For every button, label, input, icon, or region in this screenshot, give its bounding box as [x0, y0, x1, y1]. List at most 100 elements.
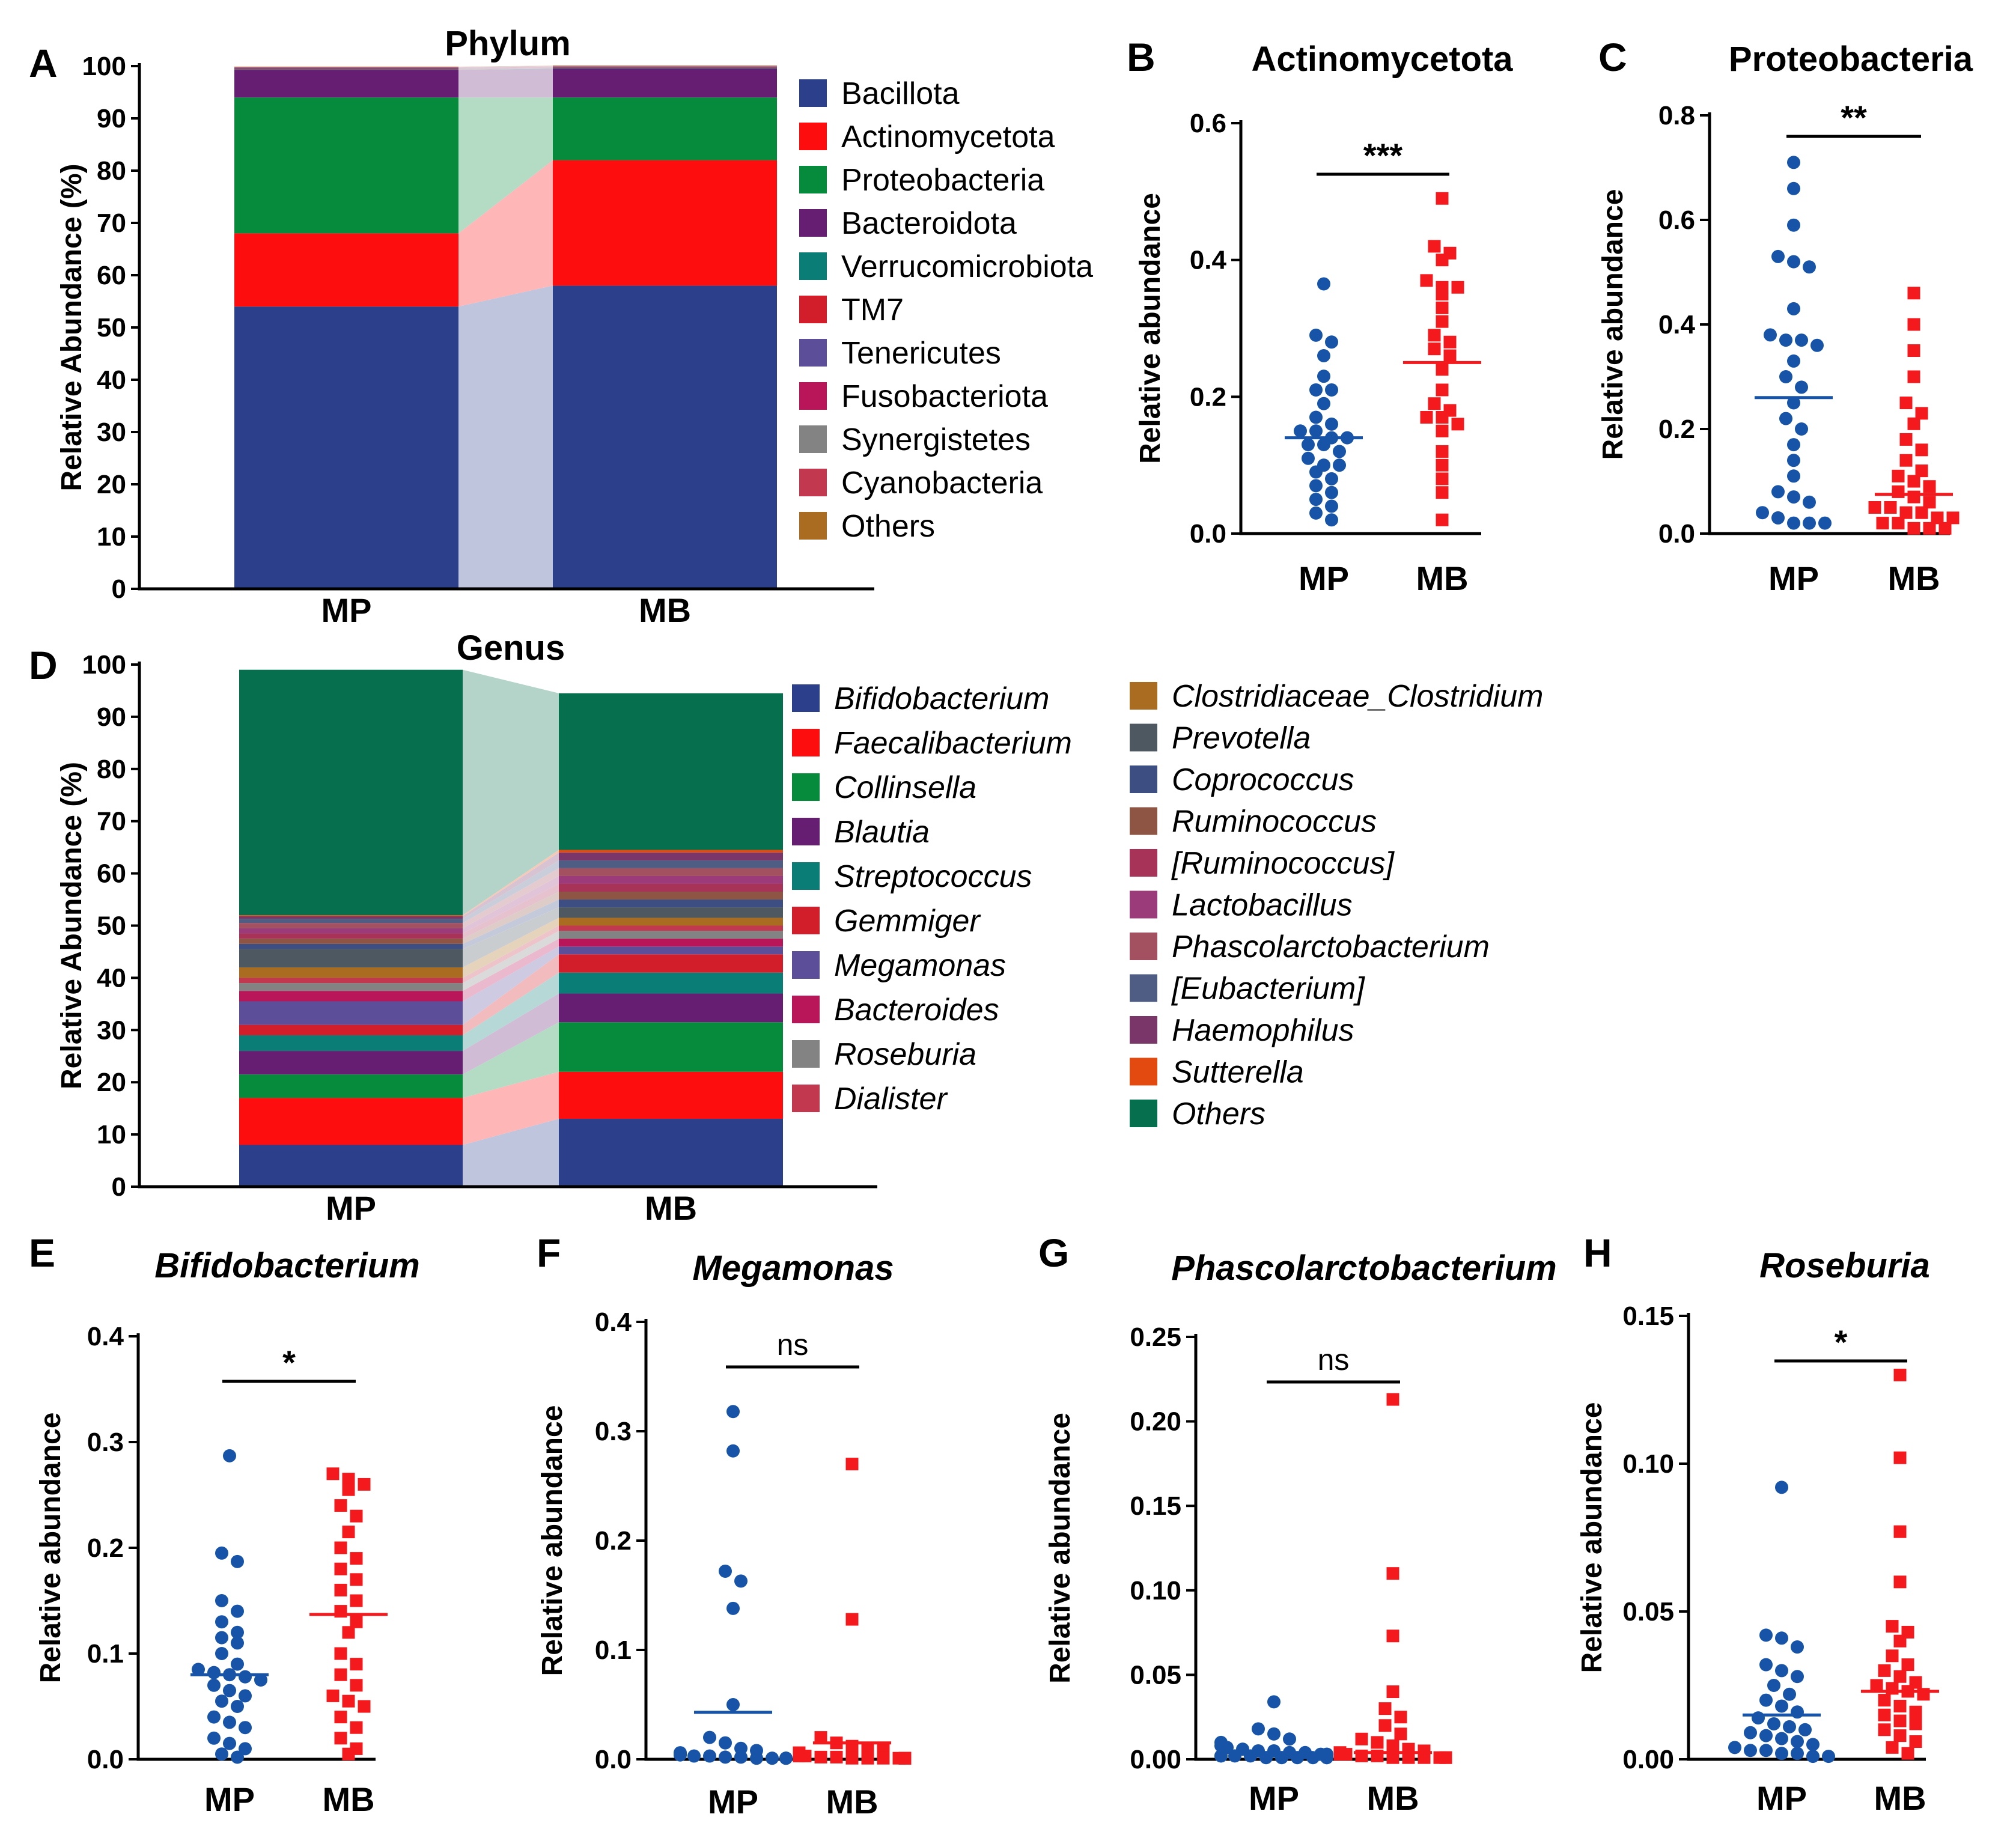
- y-tick-label: 0.05: [1130, 1660, 1181, 1690]
- point-mb: [1901, 1747, 1914, 1760]
- point-mb: [1428, 397, 1441, 410]
- point-mp: [734, 1750, 748, 1764]
- point-mp: [1325, 485, 1338, 499]
- significance-label: ns: [1318, 1343, 1350, 1377]
- point-mb: [342, 1747, 355, 1761]
- point-mb: [334, 1732, 347, 1745]
- segment-mp-blautia: [239, 1051, 463, 1075]
- legend-swatch-phascolarctobacterium: [1130, 933, 1157, 960]
- x-tick-mb: MB: [826, 1783, 878, 1821]
- y-tick-label: 80: [97, 755, 126, 784]
- point-mb: [1451, 418, 1464, 431]
- x-tick-mb: MB: [1887, 559, 1940, 597]
- segment-mp-eubacterium: [239, 919, 463, 924]
- point-mp: [1317, 397, 1330, 410]
- y-tick-label: 40: [97, 365, 126, 395]
- point-mp: [1317, 438, 1330, 452]
- point-mp: [726, 1698, 740, 1711]
- point-mb: [1878, 1664, 1891, 1677]
- legend-swatch-bacteroidota: [799, 209, 827, 237]
- point-mp: [1759, 1628, 1773, 1642]
- segment-mp-verrucomicrobiota: [234, 69, 458, 70]
- segment-mp-synergistetes: [234, 67, 458, 68]
- point-mp: [207, 1666, 221, 1679]
- connector-faecalibacterium: [463, 1071, 559, 1145]
- point-mp: [1306, 1751, 1320, 1765]
- point-mp: [215, 1647, 228, 1660]
- legend-swatch-sutterella: [1130, 1058, 1157, 1086]
- legend: Bacillota Actinomycetota Proteobacteria Bac…: [799, 76, 1093, 544]
- point-mb: [1907, 287, 1920, 300]
- point-mb: [1923, 496, 1936, 509]
- point-mb: [1386, 1685, 1399, 1699]
- point-mp: [1775, 1747, 1788, 1761]
- point-mp: [1787, 181, 1800, 195]
- point-mp: [1775, 1699, 1788, 1713]
- point-mp: [1267, 1727, 1281, 1741]
- panel-g: G 0.00 0.05 0.10 0.15 0.20 0.25 Relative abunda…: [1038, 1231, 1557, 1817]
- point-mb: [1909, 1717, 1922, 1730]
- point-mb: [1436, 192, 1449, 205]
- legend-label-blautia: Blautia: [834, 815, 930, 850]
- point-mp: [1775, 1631, 1788, 1645]
- legend-swatch-bacillota: [799, 79, 827, 107]
- legend-swatch-clostridiaceae-clostridium: [1130, 682, 1157, 710]
- panel-label-f: F: [537, 1231, 561, 1275]
- group-mb: [793, 1458, 912, 1765]
- point-mp: [231, 1700, 244, 1713]
- point-mp: [1325, 383, 1338, 397]
- point-mb: [334, 1562, 347, 1575]
- segment-mb-actinomycetota: [553, 160, 777, 286]
- point-mp: [1756, 506, 1769, 520]
- point-mp: [1775, 1664, 1788, 1678]
- legend-label-megamonas: Megamonas: [834, 948, 1006, 983]
- point-mb: [1436, 513, 1449, 526]
- point-mp: [223, 1449, 236, 1462]
- point-mp: [779, 1751, 793, 1765]
- segment-mp-streptococcus: [239, 1035, 463, 1051]
- panel-h: H 0.00 0.05 0.10 0.15 Relative abundance Roseb…: [1576, 1231, 1939, 1817]
- point-mp: [766, 1751, 779, 1765]
- panel-label-d: D: [29, 643, 58, 687]
- connector-prevotella: [463, 907, 559, 968]
- legend-label-actinomycetota: Actinomycetota: [841, 120, 1055, 154]
- connector-ruminococcus: [463, 892, 559, 944]
- group-mb: [1333, 1393, 1452, 1764]
- point-mb: [1339, 1748, 1353, 1761]
- point-mp: [1267, 1695, 1281, 1709]
- y-tick-label: 0.00: [1622, 1745, 1674, 1774]
- segment-mb-proteobacteria: [553, 97, 777, 160]
- group-mp: [1755, 156, 1833, 530]
- point-mb: [1907, 370, 1920, 383]
- x-tick-mb: MB: [639, 591, 691, 629]
- point-mp: [1803, 516, 1816, 530]
- point-mb: [1428, 342, 1441, 356]
- y-axis-label: Relative abundance: [1576, 1402, 1608, 1673]
- point-mp: [1309, 424, 1323, 438]
- point-mp: [1771, 511, 1785, 525]
- point-mb: [1876, 517, 1889, 530]
- segment-mp-dialister: [239, 978, 463, 984]
- point-mb: [898, 1751, 912, 1765]
- connector-proteobacteria: [458, 97, 553, 234]
- bar-mb: [559, 693, 783, 1187]
- legend-label-proteobacteria: Proteobacteria: [841, 163, 1044, 198]
- segment-mb-phascolarctobacterium: [559, 868, 783, 876]
- point-mb: [1946, 511, 1960, 525]
- point-mb: [334, 1711, 347, 1724]
- point-mb: [1899, 397, 1913, 409]
- y-tick-label: 0.10: [1130, 1576, 1181, 1605]
- point-mb: [1907, 522, 1920, 535]
- segment-mp-haemophilus: [239, 916, 463, 919]
- point-mp: [1795, 333, 1808, 347]
- y-tick-label: 60: [97, 261, 126, 290]
- bar-mp: [234, 66, 458, 589]
- legend-swatch-others: [799, 512, 827, 540]
- stack-connectors: [463, 669, 559, 1187]
- legend-item-others: Others: [1130, 1097, 1265, 1131]
- legend-swatch-cyanobacteria: [799, 469, 827, 496]
- point-mb: [1428, 240, 1441, 253]
- point-mb: [1420, 410, 1433, 424]
- legend-label-bacillota: Bacillota: [841, 76, 960, 111]
- segment-mp-prevotella: [239, 949, 463, 968]
